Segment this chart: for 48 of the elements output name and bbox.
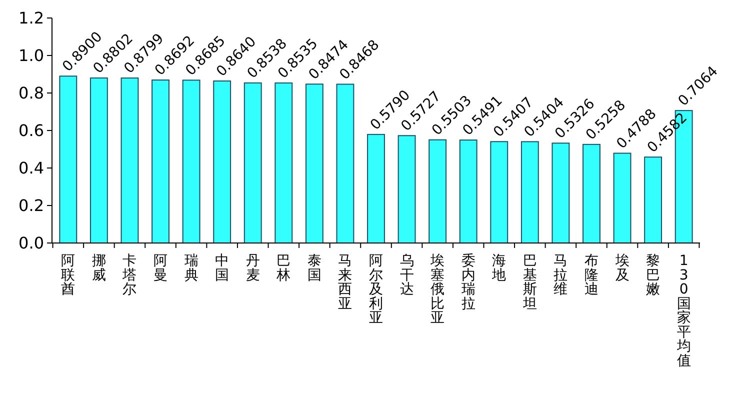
x-tick-label: 泰国 xyxy=(307,253,322,284)
bar xyxy=(644,156,662,244)
x-tick-label: 黎巴嫩 xyxy=(646,253,660,298)
x-tick-label: 布隆迪 xyxy=(584,253,598,298)
y-tick-label: 0.0 xyxy=(18,234,44,253)
bar xyxy=(274,82,293,244)
x-tick-label: 马来西亚 xyxy=(338,253,352,312)
bar xyxy=(182,80,200,244)
bar xyxy=(459,140,478,244)
y-tick-label: 1.2 xyxy=(18,8,44,28)
x-tick-label: 巴林 xyxy=(276,253,291,284)
bar xyxy=(59,76,78,244)
x-tick-label: 卡塔尔 xyxy=(122,253,137,298)
x-tick-label: 瑞典 xyxy=(184,253,198,284)
bar xyxy=(490,141,508,244)
x-tick-label: 阿联酋 xyxy=(61,253,76,298)
x-tick-label: 阿尔及利亚 xyxy=(369,253,383,326)
bar xyxy=(152,80,170,244)
bar xyxy=(552,142,570,244)
bar xyxy=(367,134,385,244)
y-tick-label: 0.8 xyxy=(18,84,44,103)
y-tick-label: 0.6 xyxy=(18,121,44,140)
x-tick-label: 挪威 xyxy=(92,253,106,284)
bar xyxy=(120,78,139,244)
x-tick-label: 中国 xyxy=(215,253,230,284)
bar xyxy=(428,139,447,244)
bar xyxy=(582,144,600,244)
x-tick-label: 海地 xyxy=(491,253,506,284)
y-tick-label: 0.4 xyxy=(18,158,44,178)
x-tick-label: 马拉维 xyxy=(554,253,568,298)
bar xyxy=(398,135,416,244)
bar xyxy=(520,141,539,244)
x-tick-label: 丹麦 xyxy=(246,253,260,284)
x-tick-label: 阿曼 xyxy=(154,253,168,284)
x-tick-label: 埃塞俄比亚 xyxy=(430,253,445,326)
bar xyxy=(613,152,632,244)
bar xyxy=(305,84,324,244)
bar xyxy=(90,77,108,244)
y-tick-label: 0.2 xyxy=(18,196,44,216)
bar xyxy=(213,80,232,244)
bar xyxy=(336,84,354,244)
x-tick-label: 巴基斯坦 xyxy=(522,253,537,312)
y-tick-label: 1.0 xyxy=(18,46,44,66)
x-tick-label: 委内瑞拉 xyxy=(461,253,476,312)
x-tick-label: 乌干达 xyxy=(400,253,414,298)
bar xyxy=(244,82,262,244)
x-tick-label: 130国家平均值 xyxy=(676,253,691,369)
x-tick-label: 埃及 xyxy=(614,253,630,284)
